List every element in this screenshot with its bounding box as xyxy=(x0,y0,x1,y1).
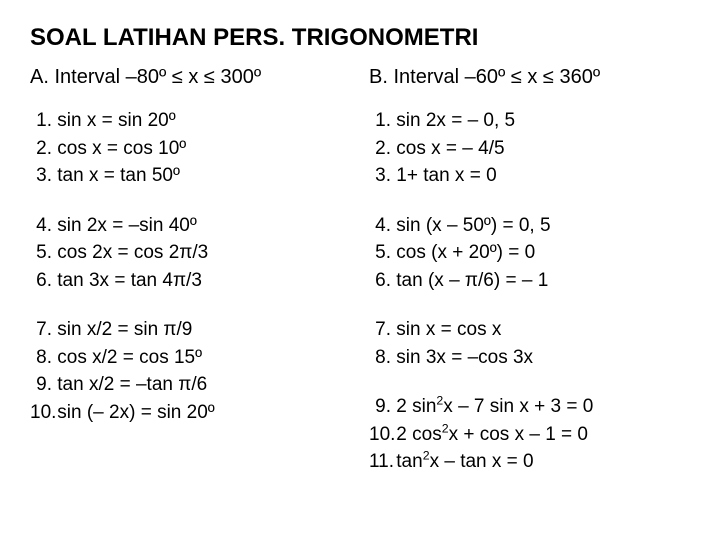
list-item: 8. sin 3x = –cos 3x xyxy=(369,344,690,372)
item-text: sin (– 2x) = sin 20º xyxy=(52,402,215,423)
item-number: 11. xyxy=(369,448,391,476)
item-text: 2 cos2x + cos x – 1 = 0 xyxy=(391,424,588,445)
list-item: 8. cos x/2 = cos 15º xyxy=(30,344,351,372)
item-text: sin (x – 50º) = 0, 5 xyxy=(391,215,551,236)
list-item: 10. 2 cos2x + cos x – 1 = 0 xyxy=(369,421,690,449)
interval-a-prefix: A. Interval xyxy=(30,66,126,88)
interval-b-prefix: B. Interval xyxy=(369,66,465,88)
list-item: 3. 1+ tan x = 0 xyxy=(369,162,690,190)
item-text: 1+ tan x = 0 xyxy=(391,165,497,186)
list-item: 5. cos 2x = cos 2π/3 xyxy=(30,239,351,267)
item-number: 4. xyxy=(30,212,52,240)
interval-a-range: –80º ≤ x ≤ 300º xyxy=(126,66,262,88)
col-a-groups: 1. sin x = sin 20º2. cos x = cos 10º3. t… xyxy=(30,107,351,426)
item-text: tan x/2 = –tan π/6 xyxy=(52,374,207,395)
item-text: 2 sin2x – 7 sin x + 3 = 0 xyxy=(391,396,593,417)
list-item: 9. tan x/2 = –tan π/6 xyxy=(30,371,351,399)
item-number: 2. xyxy=(369,135,391,163)
item-number: 7. xyxy=(369,316,391,344)
item-number: 8. xyxy=(30,344,52,372)
page-title: SOAL LATIHAN PERS. TRIGONOMETRI xyxy=(30,24,690,52)
list-item: 7. sin x/2 = sin π/9 xyxy=(30,316,351,344)
list-item: 1. sin 2x = – 0, 5 xyxy=(369,107,690,135)
list-item: 10. sin (– 2x) = sin 20º xyxy=(30,399,351,427)
columns-container: A. Interval –80º ≤ x ≤ 300º 1. sin x = s… xyxy=(30,66,690,498)
item-group: 7. sin x/2 = sin π/98. cos x/2 = cos 15º… xyxy=(30,316,351,426)
item-number: 3. xyxy=(30,162,52,190)
item-text: sin x = sin 20º xyxy=(52,110,176,131)
list-item: 7. sin x = cos x xyxy=(369,316,690,344)
item-number: 7. xyxy=(30,316,52,344)
item-text: cos x = cos 10º xyxy=(52,138,186,159)
item-group: 1. sin 2x = – 0, 52. cos x = – 4/53. 1+ … xyxy=(369,107,690,190)
list-item: 9. 2 sin2x – 7 sin x + 3 = 0 xyxy=(369,393,690,421)
item-text: sin x = cos x xyxy=(391,319,501,340)
item-text: sin 2x = – 0, 5 xyxy=(391,110,515,131)
item-group: 9. 2 sin2x – 7 sin x + 3 = 010. 2 cos2x … xyxy=(369,393,690,476)
list-item: 6. tan 3x = tan 4π/3 xyxy=(30,267,351,295)
item-number: 6. xyxy=(30,267,52,295)
item-number: 6. xyxy=(369,267,391,295)
item-number: 9. xyxy=(369,393,391,421)
item-text: cos x/2 = cos 15º xyxy=(52,347,202,368)
item-number: 8. xyxy=(369,344,391,372)
item-number: 9. xyxy=(30,371,52,399)
item-group: 4. sin 2x = –sin 40º5. cos 2x = cos 2π/3… xyxy=(30,212,351,295)
item-number: 1. xyxy=(369,107,391,135)
item-number: 5. xyxy=(30,239,52,267)
column-a: A. Interval –80º ≤ x ≤ 300º 1. sin x = s… xyxy=(30,66,351,498)
interval-b-range: –60º ≤ x ≤ 360º xyxy=(465,66,601,88)
item-group: 1. sin x = sin 20º2. cos x = cos 10º3. t… xyxy=(30,107,351,190)
item-text: tan2x – tan x = 0 xyxy=(391,451,534,472)
item-text: cos (x + 20º) = 0 xyxy=(391,242,535,263)
list-item: 2. cos x = – 4/5 xyxy=(369,135,690,163)
column-b: B. Interval –60º ≤ x ≤ 360º 1. sin 2x = … xyxy=(369,66,690,498)
item-number: 10. xyxy=(30,399,52,427)
interval-a: A. Interval –80º ≤ x ≤ 300º xyxy=(30,66,351,89)
item-number: 1. xyxy=(30,107,52,135)
col-b-groups: 1. sin 2x = – 0, 52. cos x = – 4/53. 1+ … xyxy=(369,107,690,476)
item-number: 10. xyxy=(369,421,391,449)
item-text: tan 3x = tan 4π/3 xyxy=(52,270,202,291)
item-text: sin 3x = –cos 3x xyxy=(391,347,533,368)
item-group: 7. sin x = cos x8. sin 3x = –cos 3x xyxy=(369,316,690,371)
item-text: tan x = tan 50º xyxy=(52,165,180,186)
item-group: 4. sin (x – 50º) = 0, 55. cos (x + 20º) … xyxy=(369,212,690,295)
list-item: 4. sin 2x = –sin 40º xyxy=(30,212,351,240)
item-number: 2. xyxy=(30,135,52,163)
item-text: cos x = – 4/5 xyxy=(391,138,505,159)
item-number: 3. xyxy=(369,162,391,190)
item-text: tan (x – π/6) = – 1 xyxy=(391,270,548,291)
list-item: 2. cos x = cos 10º xyxy=(30,135,351,163)
interval-b: B. Interval –60º ≤ x ≤ 360º xyxy=(369,66,690,89)
item-number: 5. xyxy=(369,239,391,267)
item-text: sin 2x = –sin 40º xyxy=(52,215,197,236)
list-item: 1. sin x = sin 20º xyxy=(30,107,351,135)
list-item: 3. tan x = tan 50º xyxy=(30,162,351,190)
list-item: 5. cos (x + 20º) = 0 xyxy=(369,239,690,267)
list-item: 4. sin (x – 50º) = 0, 5 xyxy=(369,212,690,240)
list-item: 11. tan2x – tan x = 0 xyxy=(369,448,690,476)
list-item: 6. tan (x – π/6) = – 1 xyxy=(369,267,690,295)
item-text: cos 2x = cos 2π/3 xyxy=(52,242,208,263)
item-text: sin x/2 = sin π/9 xyxy=(52,319,192,340)
item-number: 4. xyxy=(369,212,391,240)
